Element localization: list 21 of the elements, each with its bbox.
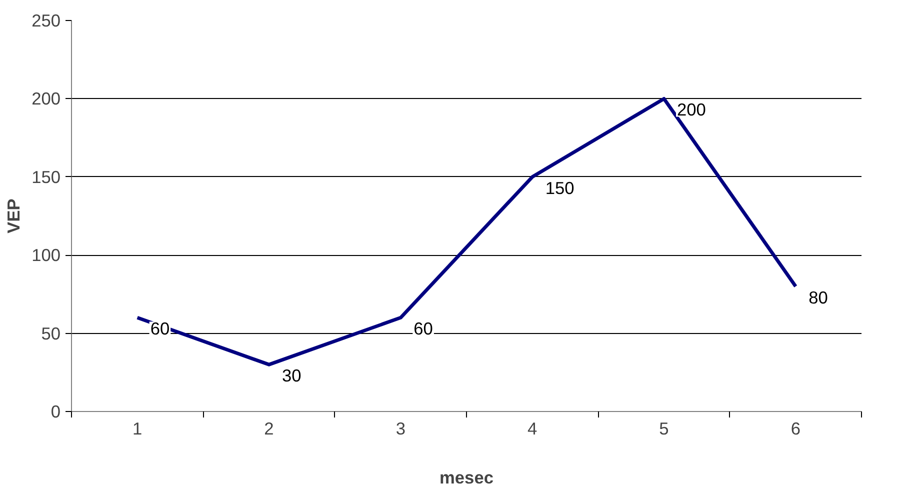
x-tick-label: 6 — [790, 418, 800, 438]
data-label: 60 — [414, 318, 433, 339]
y-tick-label: 250 — [32, 10, 61, 30]
y-axis-title: VEP — [4, 198, 24, 234]
y-tick-label: 100 — [32, 245, 61, 266]
x-tick-label: 3 — [396, 418, 406, 438]
line-series — [136, 96, 798, 366]
data-label: 30 — [282, 366, 302, 386]
y-tick-label: 200 — [32, 88, 61, 109]
data-label: 150 — [545, 178, 574, 198]
data-label: 80 — [808, 287, 828, 308]
data-label: 200 — [677, 100, 706, 120]
y-tick-label: 50 — [41, 323, 61, 344]
x-tick-label: 4 — [528, 418, 538, 438]
y-tick-label: 0 — [50, 402, 61, 422]
y-tick-label: 150 — [32, 166, 61, 187]
data-label: 60 — [150, 318, 170, 339]
x-axis-title: mesec — [440, 468, 494, 488]
x-tick-label: 1 — [132, 418, 142, 438]
x-tick-label: 5 — [659, 418, 669, 438]
x-tick-label: 2 — [264, 418, 274, 438]
